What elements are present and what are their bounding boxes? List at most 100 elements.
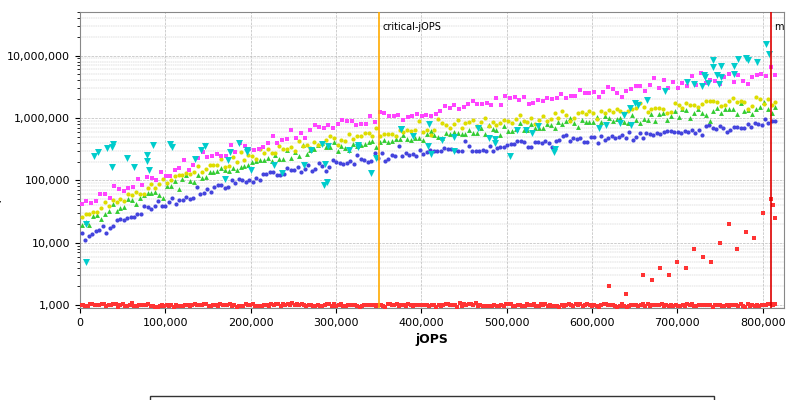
99-th percentile — [103, 194, 116, 201]
min — [156, 302, 169, 308]
95-th percentile — [409, 127, 422, 133]
90-th percentile — [514, 120, 526, 126]
90-th percentile — [300, 151, 313, 158]
max — [503, 153, 516, 159]
median — [637, 135, 650, 142]
90-th percentile — [269, 151, 282, 158]
min — [570, 301, 582, 307]
99-th percentile — [485, 102, 498, 108]
min — [242, 301, 254, 308]
99-th percentile — [243, 146, 256, 152]
median — [616, 131, 629, 138]
min — [737, 303, 750, 309]
min — [581, 301, 594, 307]
median — [678, 127, 691, 134]
min — [460, 302, 473, 308]
min — [669, 302, 682, 308]
95-th percentile — [203, 162, 216, 168]
90-th percentile — [393, 136, 406, 142]
95-th percentile — [312, 142, 325, 148]
99-th percentile — [210, 150, 223, 157]
min — [309, 302, 322, 309]
min — [133, 302, 146, 308]
median — [421, 148, 434, 155]
median — [692, 127, 705, 133]
99-th percentile — [587, 89, 600, 96]
min — [644, 303, 657, 309]
min — [102, 302, 115, 308]
min — [498, 303, 510, 309]
min — [765, 196, 778, 202]
90-th percentile — [258, 156, 270, 163]
max — [232, 140, 245, 146]
min — [195, 302, 208, 308]
99-th percentile — [234, 140, 246, 146]
median — [553, 136, 566, 143]
min — [144, 302, 157, 309]
min — [311, 302, 324, 308]
90-th percentile — [180, 172, 193, 178]
median — [501, 142, 514, 149]
95-th percentile — [463, 118, 476, 125]
min — [616, 301, 629, 307]
90-th percentile — [443, 131, 456, 138]
min — [679, 264, 692, 271]
90-th percentile — [575, 116, 588, 123]
min — [349, 302, 362, 308]
95-th percentile — [215, 156, 228, 162]
min — [162, 303, 175, 309]
90-th percentile — [262, 155, 274, 162]
min — [762, 301, 775, 307]
median — [434, 148, 447, 155]
min — [560, 302, 573, 308]
min — [165, 302, 178, 308]
min — [697, 302, 710, 309]
median — [180, 194, 193, 200]
90-th percentile — [451, 130, 464, 136]
median — [766, 118, 778, 124]
95-th percentile — [106, 197, 119, 203]
95-th percentile — [474, 119, 487, 125]
min — [525, 301, 538, 308]
99-th percentile — [374, 108, 386, 115]
99-th percentile — [518, 94, 530, 100]
90-th percentile — [502, 128, 514, 134]
90-th percentile — [560, 118, 573, 124]
95-th percentile — [560, 112, 573, 118]
99-th percentile — [182, 167, 195, 173]
90-th percentile — [478, 130, 491, 137]
99-th percentile — [313, 123, 326, 130]
90-th percentile — [711, 104, 724, 111]
min — [112, 304, 125, 310]
max — [80, 221, 93, 227]
95-th percentile — [552, 114, 565, 121]
95-th percentile — [145, 180, 158, 187]
95-th percentile — [342, 131, 355, 137]
min — [186, 302, 198, 308]
min — [330, 302, 342, 309]
median — [285, 166, 298, 173]
median — [758, 116, 771, 122]
min — [202, 303, 215, 309]
min — [671, 302, 684, 309]
Text: max-jOP: max-jOP — [774, 22, 800, 32]
min — [239, 301, 252, 308]
median — [288, 167, 301, 173]
median — [145, 206, 158, 212]
min — [393, 302, 406, 309]
min — [130, 302, 143, 309]
min — [228, 302, 241, 308]
min — [386, 302, 398, 308]
90-th percentile — [583, 119, 596, 125]
99-th percentile — [746, 74, 758, 80]
90-th percentile — [242, 162, 254, 168]
99-th percentile — [643, 82, 656, 88]
95-th percentile — [157, 176, 170, 182]
median — [507, 141, 520, 147]
90-th percentile — [540, 121, 553, 127]
median — [738, 125, 750, 131]
min — [411, 302, 424, 309]
median — [368, 150, 381, 156]
min — [658, 303, 670, 309]
99-th percentile — [322, 122, 335, 129]
